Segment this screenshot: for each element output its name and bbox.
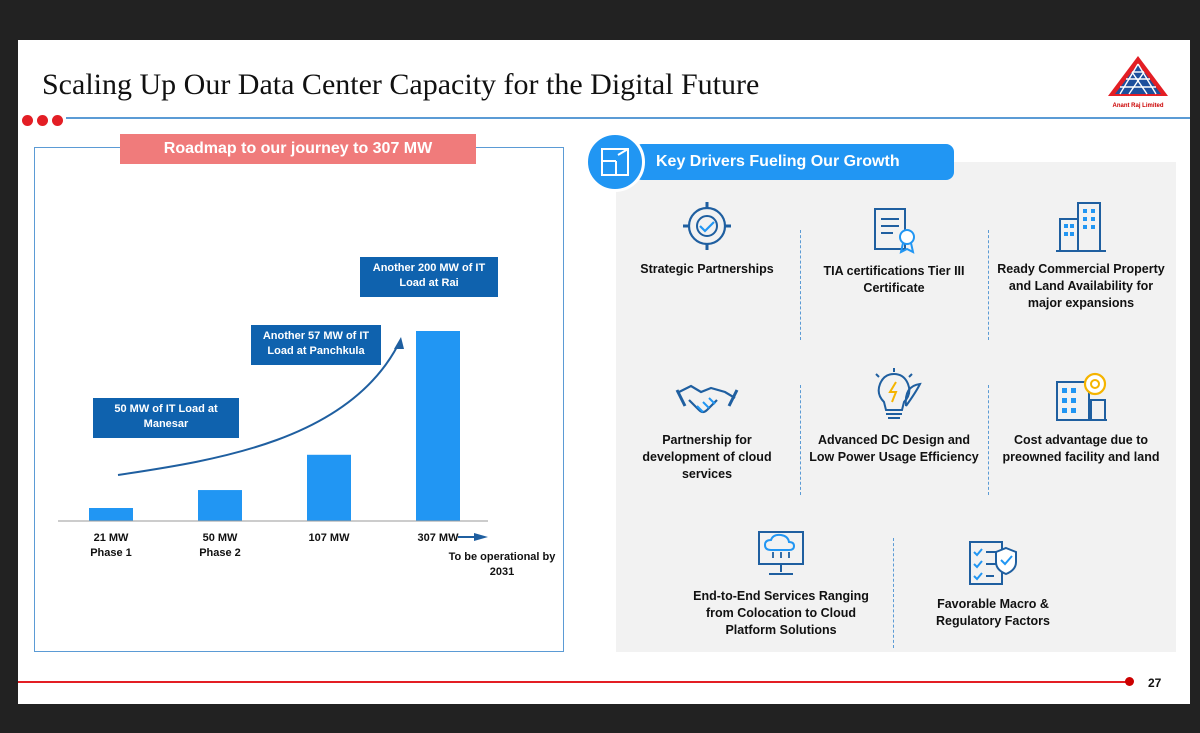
window-bottom-bar bbox=[0, 704, 1200, 733]
tick-label: 21 MW Phase 1 bbox=[66, 531, 156, 561]
driver-label: Favorable Macro & Regulatory Factors bbox=[936, 597, 1050, 628]
driver-end-to-end-services: End-to-End Services Ranging from Colocat… bbox=[684, 522, 878, 639]
roadmap-label: Roadmap to our journey to 307 MW bbox=[120, 134, 476, 164]
bulb-leaf-icon bbox=[809, 366, 979, 424]
footer-dot bbox=[1125, 677, 1134, 686]
title-dots bbox=[22, 113, 67, 131]
gear-handshake-icon bbox=[622, 195, 792, 253]
divider bbox=[988, 230, 989, 340]
window-top-bar bbox=[0, 0, 1200, 40]
tick-label: 307 MW bbox=[393, 531, 483, 546]
blueprint-icon bbox=[585, 132, 645, 192]
timeline-arrow-icon bbox=[474, 533, 488, 541]
callout-panchkula: Another 57 MW of IT Load at Panchkula bbox=[251, 325, 381, 365]
page-number: 27 bbox=[1148, 676, 1162, 690]
driver-label: Strategic Partnerships bbox=[640, 262, 774, 276]
slide: Scaling Up Our Data Center Capacity for … bbox=[18, 40, 1190, 704]
bar-3 bbox=[307, 454, 351, 521]
tick-label: 50 MW Phase 2 bbox=[175, 531, 265, 561]
checklist-shield-icon bbox=[908, 530, 1078, 588]
cloud-monitor-icon bbox=[684, 522, 878, 580]
tick-value: 307 MW bbox=[417, 532, 459, 544]
roadmap-chart bbox=[58, 331, 488, 541]
buildings-icon bbox=[996, 195, 1166, 253]
divider bbox=[800, 230, 801, 340]
driver-label: Ready Commercial Property and Land Avail… bbox=[997, 262, 1165, 310]
certificate-icon bbox=[809, 197, 979, 255]
bar-2 bbox=[198, 490, 242, 521]
divider bbox=[893, 538, 894, 648]
callout-rai: Another 200 MW of IT Load at Rai bbox=[360, 257, 498, 297]
tick-value: 21 MW bbox=[93, 532, 129, 544]
bar-1 bbox=[89, 508, 133, 521]
company-logo: Anant Raj Limited bbox=[1106, 54, 1170, 109]
drivers-heading: Key Drivers Fueling Our Growth bbox=[634, 144, 954, 180]
slide-title: Scaling Up Our Data Center Capacity for … bbox=[42, 68, 760, 101]
driver-ready-commercial-property: Ready Commercial Property and Land Avail… bbox=[996, 195, 1166, 312]
red-dot bbox=[37, 115, 48, 126]
driver-strategic-partnerships: Strategic Partnerships bbox=[622, 195, 792, 278]
driver-label: Cost advantage due to preowned facility … bbox=[1002, 433, 1160, 464]
growth-arrow-head bbox=[394, 337, 404, 349]
driver-label: Advanced DC Design and Low Power Usage E… bbox=[809, 433, 979, 464]
handshake-icon bbox=[622, 366, 792, 424]
driver-cloud-partnership: Partnership for development of cloud ser… bbox=[622, 366, 792, 483]
driver-favorable-macro: Favorable Macro & Regulatory Factors bbox=[908, 530, 1078, 630]
timeline-footnote: To be operational by 2031 bbox=[448, 551, 556, 578]
driver-label: Partnership for development of cloud ser… bbox=[642, 433, 772, 481]
growth-arrow bbox=[117, 344, 399, 476]
driver-tia-certifications: TIA certifications Tier III Certificate bbox=[809, 197, 979, 297]
divider bbox=[800, 385, 801, 495]
building-gear-icon bbox=[996, 366, 1166, 424]
tick-phase: Phase 2 bbox=[199, 547, 241, 559]
tick-label: 107 MW bbox=[284, 531, 374, 546]
driver-advanced-dc-design: Advanced DC Design and Low Power Usage E… bbox=[809, 366, 979, 466]
logo-text: Anant Raj Limited bbox=[1112, 103, 1164, 109]
driver-cost-advantage: Cost advantage due to preowned facility … bbox=[996, 366, 1166, 466]
footer-rule bbox=[18, 681, 1126, 683]
callout-manesar: 50 MW of IT Load at Manesar bbox=[93, 398, 239, 438]
title-rule bbox=[66, 117, 1190, 119]
driver-label: End-to-End Services Ranging from Colocat… bbox=[693, 589, 869, 637]
tick-value: 50 MW bbox=[202, 532, 238, 544]
tick-phase: Phase 1 bbox=[90, 547, 132, 559]
logo-mark-icon bbox=[1108, 56, 1168, 96]
red-dot bbox=[52, 115, 63, 126]
tick-value: 107 MW bbox=[308, 532, 350, 544]
red-dot bbox=[22, 115, 33, 126]
driver-label: TIA certifications Tier III Certificate bbox=[823, 264, 965, 295]
divider bbox=[988, 385, 989, 495]
bar-4 bbox=[416, 331, 460, 521]
